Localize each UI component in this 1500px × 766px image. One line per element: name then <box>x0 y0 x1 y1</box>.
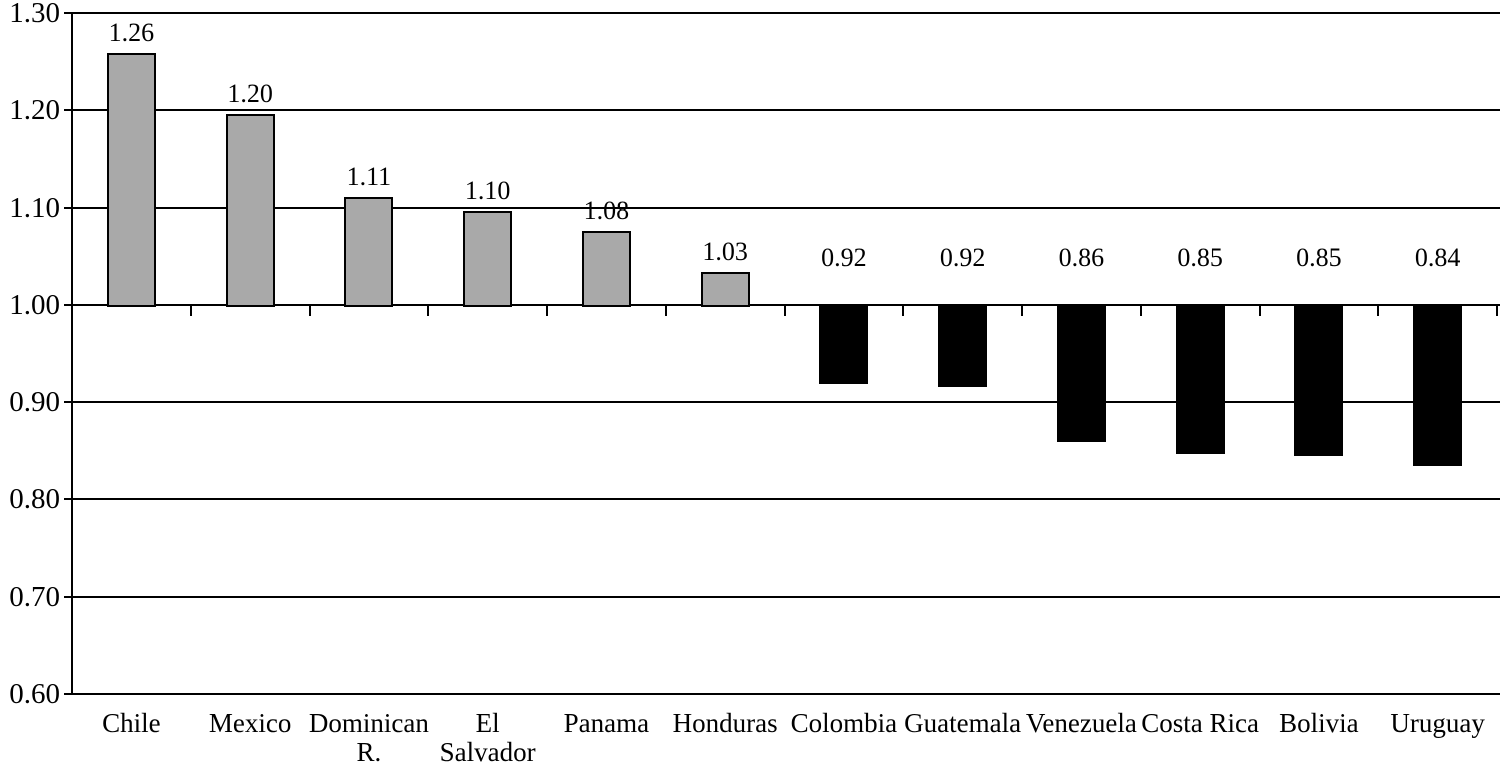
bar-el-salvador <box>463 211 513 307</box>
category-label-panama: Panama <box>563 708 650 738</box>
gridline-1.20 <box>64 109 1500 112</box>
bar-value-label-guatemala: 0.92 <box>939 243 986 272</box>
x-axis-tick <box>1496 304 1498 316</box>
x-axis-tick <box>1258 304 1261 316</box>
x-axis-tick <box>1139 304 1142 316</box>
bar-dominican-r <box>344 196 394 307</box>
x-axis-tick <box>1377 304 1380 316</box>
category-label-dominican-r-line2: R. <box>356 737 382 766</box>
bar-colombia <box>819 304 869 384</box>
y-axis-line <box>71 13 73 694</box>
bar-bolivia <box>1294 304 1344 456</box>
y-axis-tick-label: 0.70 <box>9 580 60 613</box>
category-label-bolivia: Bolivia <box>1279 708 1359 738</box>
category-label-guatemala: Guatemala <box>904 708 1022 738</box>
bar-value-label-el-salvador: 1.10 <box>464 176 511 206</box>
y-axis-tick-label: 1.00 <box>9 288 60 321</box>
x-axis-tick <box>427 304 430 316</box>
category-label-costa-rica: Costa Rica <box>1141 708 1259 738</box>
x-axis-tick <box>308 304 311 316</box>
bar-uruguay <box>1413 304 1463 467</box>
bar-mexico <box>225 114 275 307</box>
category-label-mexico: Mexico <box>208 708 292 738</box>
x-axis-tick <box>902 304 905 316</box>
gridline-0.70 <box>64 595 1500 598</box>
bar-value-label-uruguay: 0.84 <box>1414 243 1461 272</box>
category-label-honduras: Honduras <box>672 708 778 738</box>
bar-value-label-bolivia: 0.85 <box>1296 243 1342 272</box>
bar-value-label-honduras: 1.03 <box>702 236 748 266</box>
bar-chile <box>106 52 156 307</box>
bar-value-label-venezuela: 0.86 <box>1058 243 1105 272</box>
gridline-1.00 <box>64 303 1500 306</box>
gridline-0.80 <box>64 498 1500 501</box>
gridline-1.30 <box>64 12 1500 14</box>
y-axis-tick-label: 0.80 <box>9 483 60 516</box>
gridline-0.60 <box>64 693 1500 695</box>
y-axis-tick-label: 1.30 <box>9 0 60 29</box>
bar-venezuela <box>1056 304 1106 443</box>
category-label-chile: Chile <box>102 708 161 738</box>
category-label-dominican-r: Dominican <box>308 708 429 738</box>
x-axis-tick <box>783 304 786 316</box>
bar-guatemala <box>938 304 988 387</box>
y-axis-tick-label: 1.10 <box>9 191 60 224</box>
x-axis-tick <box>664 304 667 316</box>
y-axis-tick-label: 1.20 <box>9 94 60 127</box>
gridline-1.10 <box>64 206 1500 209</box>
x-axis-tick <box>189 304 192 316</box>
x-axis-tick <box>546 304 548 316</box>
bar-costa-rica <box>1175 304 1225 454</box>
gridline-0.90 <box>64 401 1500 404</box>
bar-value-label-mexico: 1.20 <box>227 79 273 109</box>
bar-value-label-costa-rica: 0.85 <box>1177 243 1223 272</box>
category-label-el-salvador: El <box>475 708 500 738</box>
bar-value-label-chile: 1.26 <box>108 17 155 47</box>
bar-value-label-panama: 1.08 <box>583 195 630 225</box>
bar-value-label-colombia: 0.92 <box>821 243 867 272</box>
category-label-el-salvador-line2: Salvador <box>439 737 536 766</box>
y-axis-tick-label: 0.90 <box>9 386 60 419</box>
x-axis-tick <box>1021 304 1023 316</box>
category-label-venezuela: Venezuela <box>1025 708 1137 738</box>
bar-value-label-dominican-r: 1.11 <box>346 161 392 191</box>
category-label-uruguay: Uruguay <box>1390 708 1485 738</box>
y-axis-tick-label: 0.60 <box>9 678 60 710</box>
bar-panama <box>581 230 631 307</box>
bar-honduras <box>700 271 750 307</box>
category-label-colombia: Colombia <box>790 708 898 738</box>
